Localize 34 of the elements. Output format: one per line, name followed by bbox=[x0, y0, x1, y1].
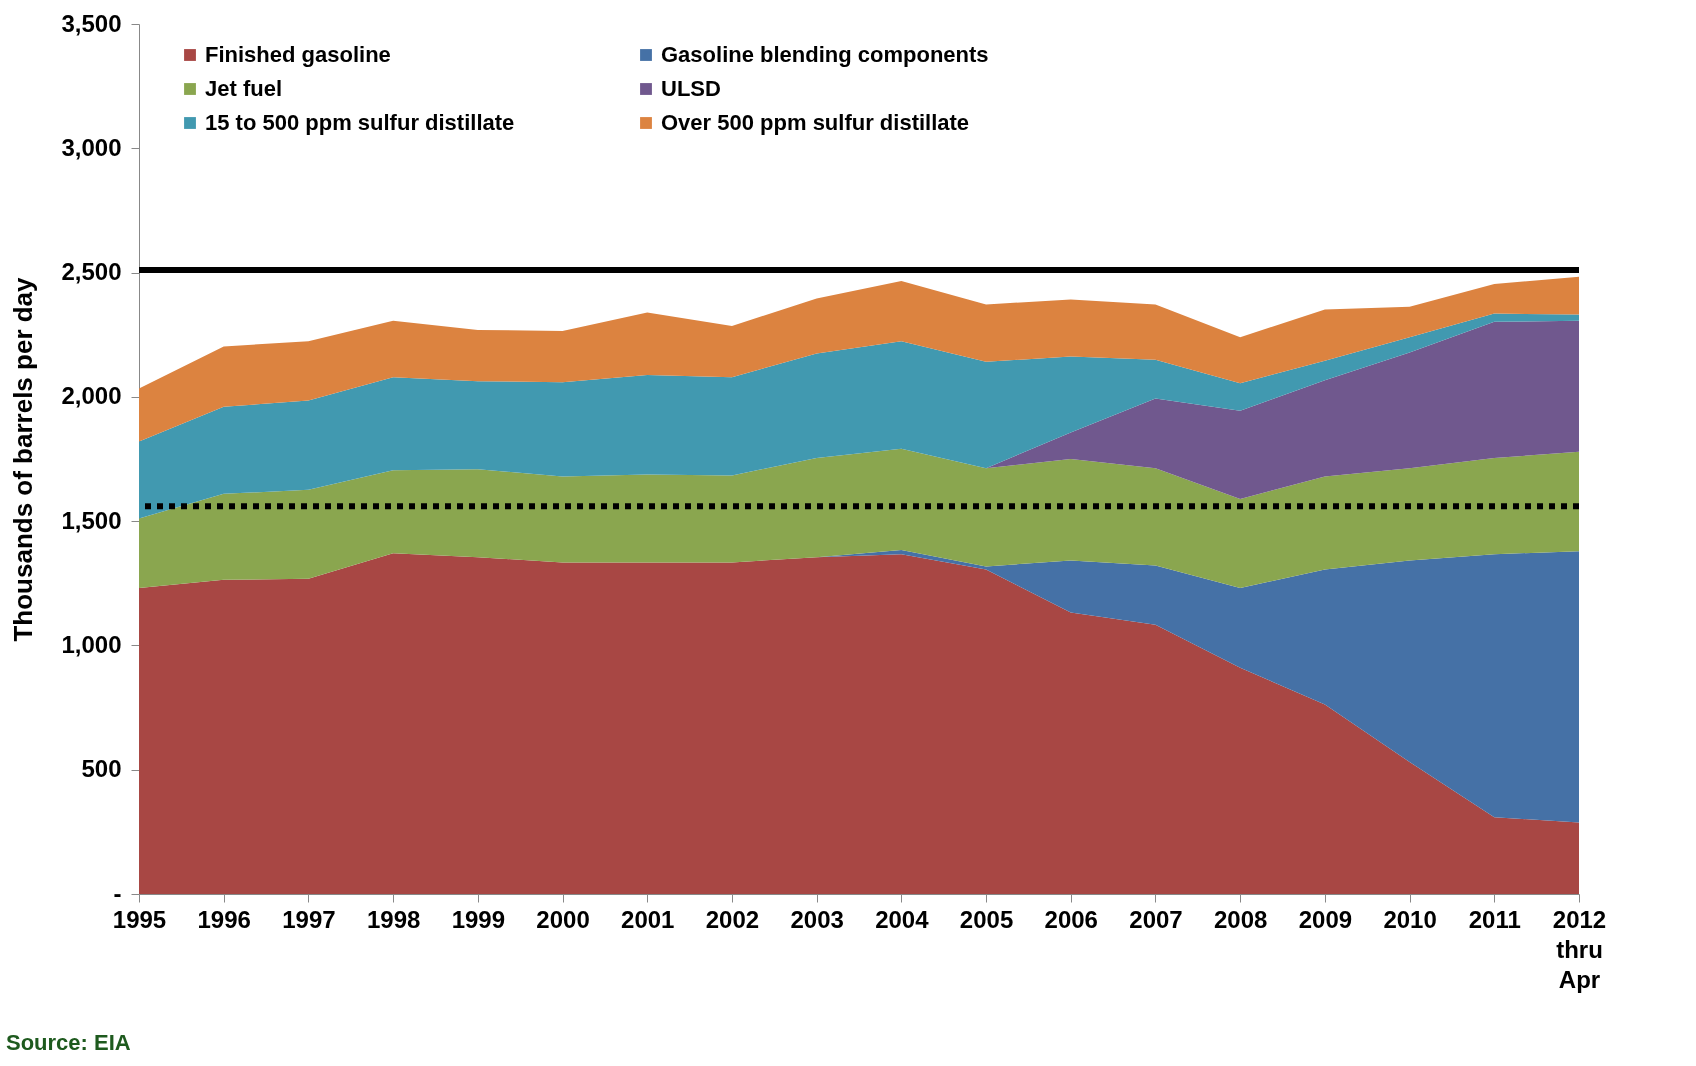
x-tick-label: 2007 bbox=[1129, 905, 1183, 933]
y-tick-label: 2,500 bbox=[61, 258, 122, 286]
y-tick-label: 3,500 bbox=[61, 9, 122, 37]
y-tick-label: 1,000 bbox=[61, 630, 122, 658]
x-tick-label: 2003 bbox=[790, 905, 844, 933]
y-axis-title: Thousands of barrels per day bbox=[8, 276, 39, 642]
x-tick-label: 1996 bbox=[197, 905, 251, 933]
x-tick-label: 2005 bbox=[959, 905, 1014, 933]
x-tick-label: 2002 bbox=[705, 905, 760, 933]
legend-label: ULSD bbox=[661, 76, 721, 101]
legend-label: Finished gasoline bbox=[205, 42, 391, 67]
x-tick-label: 1998 bbox=[366, 905, 421, 933]
x-tick-label: 2010 bbox=[1383, 905, 1437, 933]
x-tick-label: 2011 bbox=[1468, 905, 1521, 933]
y-tick-label: 1,500 bbox=[61, 506, 122, 534]
x-tick-label: 2006 bbox=[1044, 905, 1098, 933]
source-note: Source: EIA bbox=[6, 1030, 131, 1056]
legend-label: Gasoline blending components bbox=[661, 42, 989, 67]
x-tick-label: 1999 bbox=[451, 905, 506, 933]
x-tick-label: 2001 bbox=[621, 905, 675, 933]
legend-label: 15 to 500 ppm sulfur distillate bbox=[205, 110, 515, 135]
y-tick-label: 3,000 bbox=[61, 133, 122, 161]
x-tick-label: 2000 bbox=[536, 905, 590, 933]
x-tick-label: 1995 bbox=[112, 905, 167, 933]
x-tick-label: 2004 bbox=[875, 905, 930, 933]
legend-label: Jet fuel bbox=[205, 76, 283, 101]
legend-label: Over 500 ppm sulfur distillate bbox=[661, 110, 970, 135]
x-tick-label: 1997 bbox=[282, 905, 336, 933]
x-tick-label: 2008 bbox=[1213, 905, 1268, 933]
y-tick-label: 2,000 bbox=[61, 382, 122, 410]
x-tick-label: 2012 thru Apr bbox=[1552, 905, 1607, 993]
y-tick-label: 500 bbox=[81, 755, 122, 783]
y-tick-label: - bbox=[113, 879, 122, 907]
x-tick-label: 2009 bbox=[1298, 905, 1353, 933]
